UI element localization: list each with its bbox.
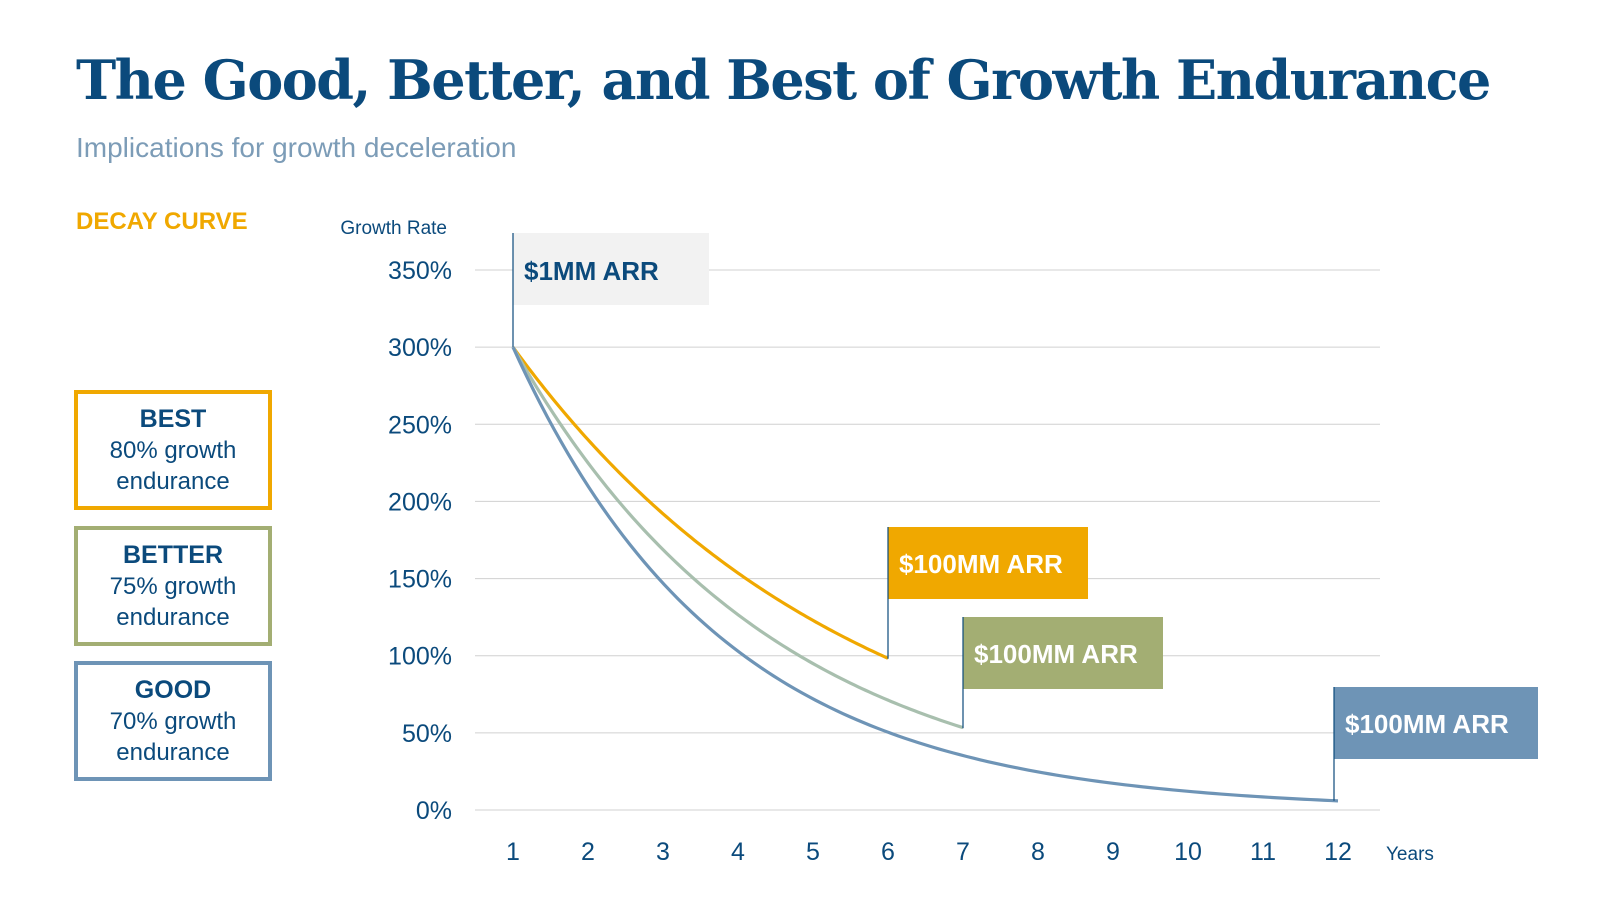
legend-item-good: GOOD 70% growth endurance bbox=[74, 661, 272, 781]
y-tick-label: 250% bbox=[388, 411, 452, 439]
y-tick-label: 100% bbox=[388, 643, 452, 671]
y-axis-label: Growth Rate bbox=[340, 218, 447, 239]
series-line-better bbox=[511, 346, 964, 730]
page-subtitle: Implications for growth deceleration bbox=[76, 132, 517, 163]
x-axis-label: Years bbox=[1386, 844, 1434, 865]
end-label-box-good bbox=[1334, 687, 1538, 759]
end-label-box-better bbox=[963, 617, 1163, 689]
series-line-best bbox=[511, 346, 889, 660]
legend-heading: DECAY CURVE bbox=[76, 208, 248, 235]
legend-item-name: BETTER bbox=[123, 540, 223, 569]
x-tick-label: 4 bbox=[731, 838, 745, 866]
legend-item-name: BEST bbox=[139, 404, 207, 433]
legend-item-best: BEST 80% growth endurance bbox=[74, 390, 272, 510]
legend-item-description: 80% growth endurance bbox=[109, 436, 237, 495]
x-tick-label: 8 bbox=[1031, 838, 1045, 866]
x-tick-label: 3 bbox=[656, 838, 670, 866]
legend-item-description: 70% growth endurance bbox=[109, 707, 237, 766]
x-tick-label: 11 bbox=[1250, 838, 1276, 866]
y-tick-label: 50% bbox=[402, 720, 452, 748]
x-tick-label: 2 bbox=[581, 838, 595, 866]
y-tick-label: 150% bbox=[388, 566, 452, 594]
x-tick-label: 7 bbox=[956, 838, 970, 866]
y-tick-label: 300% bbox=[388, 334, 452, 362]
end-label-box-best bbox=[888, 527, 1088, 599]
end-label-text: $100MM ARR bbox=[899, 549, 1063, 579]
y-tick-label: 200% bbox=[388, 488, 452, 516]
x-tick-label: 9 bbox=[1106, 838, 1120, 866]
series-line-good bbox=[511, 346, 1339, 803]
annotation-box bbox=[513, 233, 709, 305]
legend-item-description: 75% growth endurance bbox=[109, 572, 237, 631]
legend-item-better: BETTER 75% growth endurance bbox=[74, 526, 272, 646]
x-tick-label: 6 bbox=[881, 838, 895, 866]
x-tick-label: 1 bbox=[506, 838, 520, 866]
end-label-text: $100MM ARR bbox=[974, 639, 1138, 669]
x-tick-label: 5 bbox=[806, 838, 820, 866]
y-tick-label: 0% bbox=[416, 797, 452, 825]
x-tick-label: 12 bbox=[1324, 838, 1352, 866]
annotation-label: $1MM ARR bbox=[524, 256, 659, 286]
legend-item-name: GOOD bbox=[134, 675, 212, 704]
end-label-text: $100MM ARR bbox=[1345, 709, 1509, 739]
y-tick-label: 350% bbox=[388, 257, 452, 285]
page-title: The Good, Better, and Best of Growth End… bbox=[76, 48, 1491, 112]
x-tick-label: 10 bbox=[1174, 838, 1202, 866]
